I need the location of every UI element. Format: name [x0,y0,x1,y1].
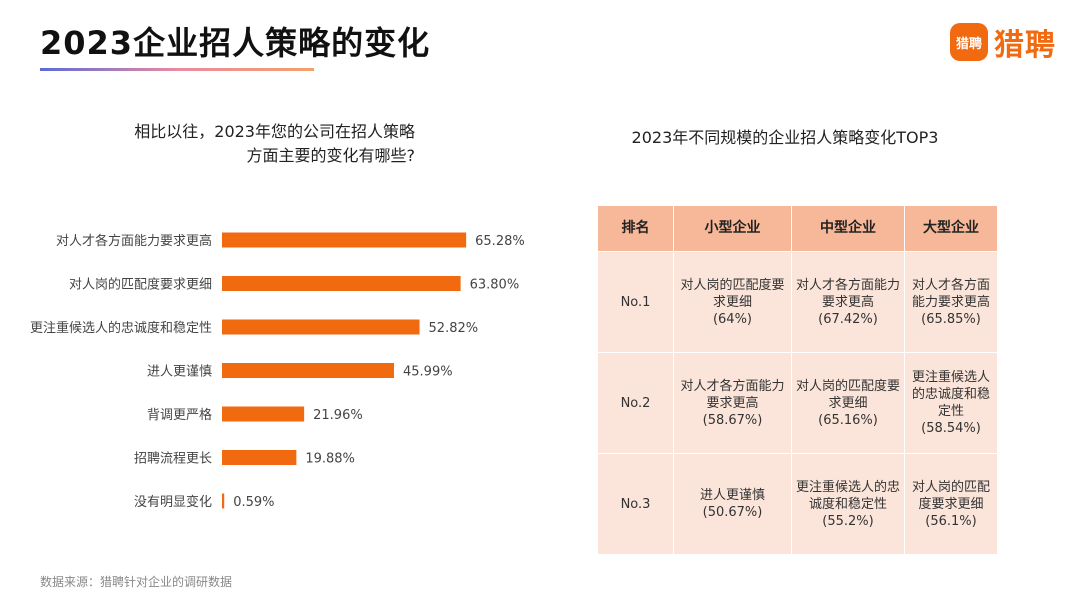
category-label: 对人才各方面能力要求更高 [56,233,212,249]
table-cell: 对人才各方面能力要求更高 (65.85%) [904,251,998,353]
value-label: 45.99% [403,365,453,380]
title-underline [40,68,314,71]
header-rank: 排名 [597,205,674,252]
table-row: No.3 进人更谨慎 (50.67%) 更注重候选人的忠诚度和稳定性 (55.2%)… [597,453,998,555]
category-label: 对人岗的匹配度要求更细 [69,277,212,293]
header-small-enterprise: 小型企业 [673,205,792,252]
category-label: 招聘流程更长 [134,452,212,467]
category-label: 背调更严格 [147,407,212,423]
table-cell: 对人岗的匹配度要求更细 (64%) [673,251,792,353]
header-medium-enterprise: 中型企业 [791,205,905,252]
bar [222,363,395,378]
rank-cell: No.2 [597,352,674,454]
brand-logo: 猎聘 猎聘 [950,20,1056,64]
bar [222,493,225,509]
value-label: 65.28% [475,234,525,249]
table-cell: 对人才各方面能力要求更高 (67.42%) [791,251,905,353]
category-label: 更注重候选人的忠诚度和稳定性 [30,320,212,336]
table-cell: 进人更谨慎 (50.67%) [673,453,792,555]
category-label: 没有明显变化 [134,494,212,510]
table-cell: 更注重候选人的忠诚度和稳定性 (55.2%) [791,453,905,555]
table-cell: 对人才各方面能力要求更高 (58.67%) [673,352,792,454]
strategy-change-bar-chart: 对人才各方面能力要求更高 65.28% 对人岗的匹配度要求更细 63.80% 更注重候选… [30,232,525,510]
table-cell: 对人岗的匹配度要求更细 (65.16%) [791,352,905,454]
data-source-note: 数据来源：猎聘针对企业的调研数据 [40,575,233,589]
table-cell: 对人岗的匹配度要求更细 (56.1%) [904,453,998,555]
table-title: 2023年不同规模的企业招人策略变化TOP3 [631,128,939,147]
logo-badge-icon: 猎聘 [950,23,988,61]
value-label: 21.96% [313,408,363,423]
bar [222,450,297,465]
table-cell: 更注重候选人的忠诚度和稳定性 (58.54%) [904,352,998,454]
header-large-enterprise: 大型企业 [904,205,998,252]
rank-cell: No.3 [597,453,674,555]
bar [222,406,305,422]
value-label: 52.82% [429,321,479,336]
question-line-2: 方面主要的变化有哪些? [246,146,416,165]
table-row: No.1 对人岗的匹配度要求更细 (64%) 对人才各方面能力要求更高 (67.42… [597,251,998,353]
rank-cell: No.1 [597,251,674,353]
logo-text: 猎聘 [994,28,1056,63]
bar [222,232,467,248]
question-line-1: 相比以往，2023年您的公司在招人策略 [134,122,415,141]
bar [222,276,461,291]
value-label: 63.80% [470,278,520,293]
ranking-table: 排名 小型企业 中型企业 大型企业 No.1 对人岗的匹配度要求更细 (64%) … [597,205,998,555]
bar-chart-question: 相比以往，2023年您的公司在招人策略 方面主要的变化有哪些? [60,120,415,168]
value-label: 0.59% [233,495,274,510]
value-label: 19.88% [305,452,355,467]
bar [222,319,420,335]
category-label: 进人更谨慎 [147,365,212,380]
page-title: 2023企业招人策略的变化 [40,24,431,62]
table-row: No.2 对人才各方面能力要求更高 (58.67%) 对人岗的匹配度要求更细 (65… [597,352,998,454]
